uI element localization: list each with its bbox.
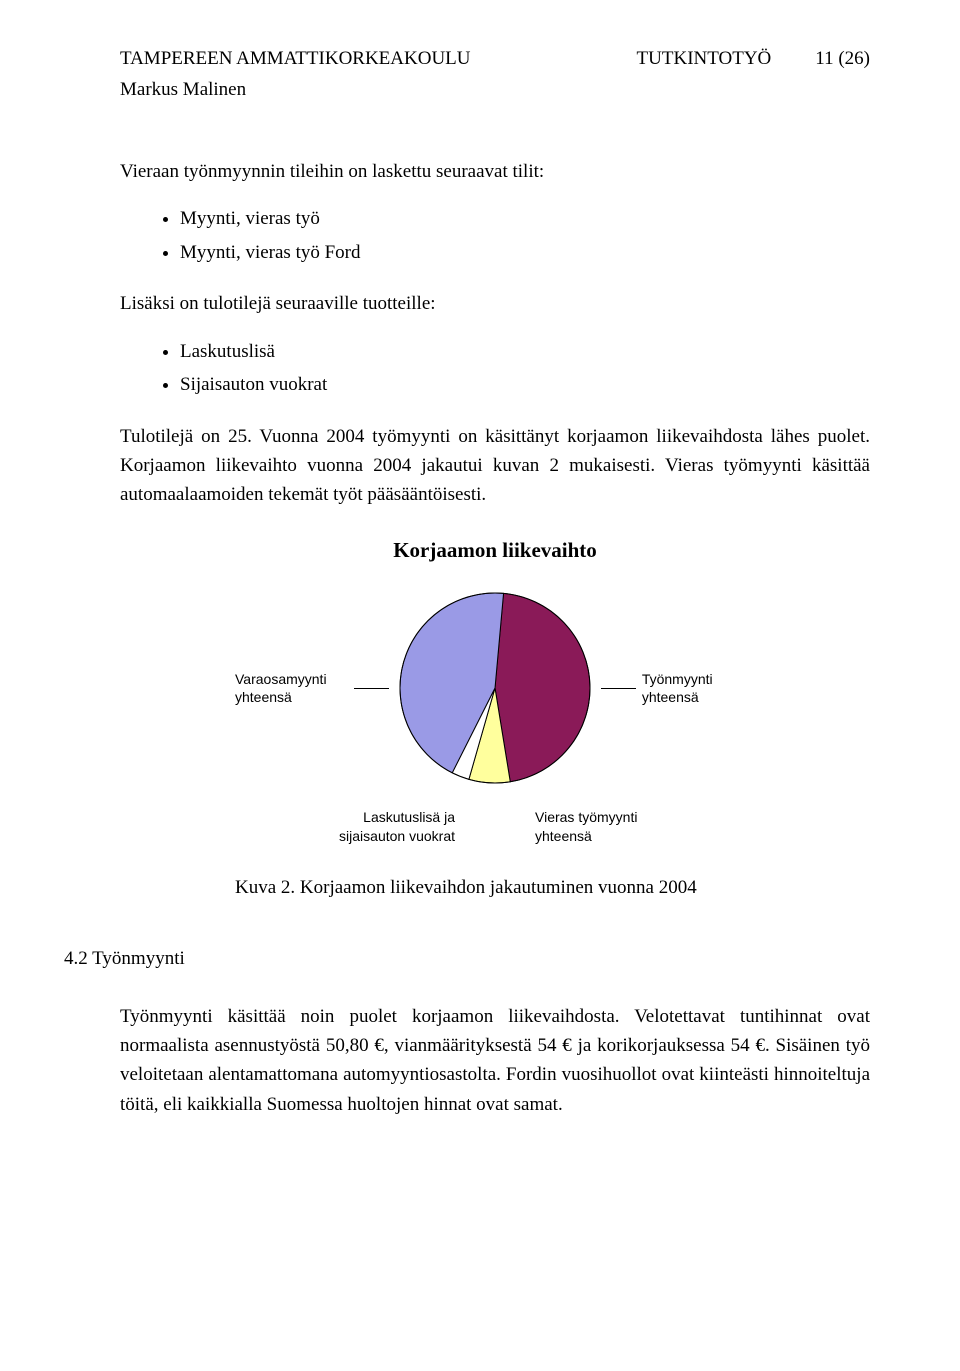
paragraph-1: Vieraan työnmyynnin tileihin on laskettu… <box>120 157 870 186</box>
chart-label-vieras: Vieras työmyynti yhteensä <box>535 808 685 844</box>
list-item: Sijaisauton vuokrat <box>180 370 870 399</box>
chart-label-tyonmyynti: Työnmyynti yhteensä <box>642 670 755 706</box>
list-item: Myynti, vieras työ Ford <box>180 238 870 267</box>
institution-name: TAMPEREEN AMMATTIKORKEAKOULU <box>120 44 471 73</box>
bullet-list-2: Laskutuslisä Sijaisauton vuokrat <box>120 337 870 400</box>
chart-label-text: Työnmyynti <box>642 671 713 687</box>
leader-line-icon <box>601 688 636 689</box>
chart-label-text: yhteensä <box>235 689 292 705</box>
chart-label-laskutuslisa: Laskutuslisä ja sijaisauton vuokrat <box>305 808 455 844</box>
list-item: Laskutuslisä <box>180 337 870 366</box>
pie-chart <box>395 588 595 788</box>
document-type: TUTKINTOTYÖ <box>637 44 772 73</box>
chart-label-text: Vieras työmyynti <box>535 809 637 825</box>
paragraph-4: Työnmyynti käsittää noin puolet korjaamo… <box>120 1002 870 1120</box>
pie-slice <box>495 594 590 782</box>
author-name: Markus Malinen <box>120 75 870 104</box>
chart-title: Korjaamon liikevaihto <box>235 534 755 567</box>
list-item: Myynti, vieras työ <box>180 204 870 233</box>
figure-caption: Kuva 2. Korjaamon liikevaihdon jakautumi… <box>235 873 755 902</box>
chart-label-text: yhteensä <box>535 828 592 844</box>
section-heading: 4.2 Työnmyynti <box>64 944 870 973</box>
paragraph-2: Lisäksi on tulotilejä seuraaville tuotte… <box>120 289 870 318</box>
chart-label-text: yhteensä <box>642 689 699 705</box>
page-number: 11 (26) <box>815 44 870 73</box>
bullet-list-1: Myynti, vieras työ Myynti, vieras työ Fo… <box>120 204 870 267</box>
paragraph-3: Tulotilejä on 25. Vuonna 2004 työmyynti … <box>120 422 870 510</box>
chart-label-text: Laskutuslisä ja <box>363 809 455 825</box>
leader-line-icon <box>354 688 389 689</box>
pie-chart-svg <box>395 588 595 788</box>
chart-label-text: sijaisauton vuokrat <box>339 828 455 844</box>
chart-label-text: Varaosamyynti <box>235 671 327 687</box>
chart-label-varaosamyynti: Varaosamyynti yhteensä <box>235 670 348 706</box>
pie-chart-block: Korjaamon liikevaihto Varaosamyynti yhte… <box>235 534 755 902</box>
page-header: TAMPEREEN AMMATTIKORKEAKOULU TUTKINTOTYÖ… <box>120 44 870 73</box>
